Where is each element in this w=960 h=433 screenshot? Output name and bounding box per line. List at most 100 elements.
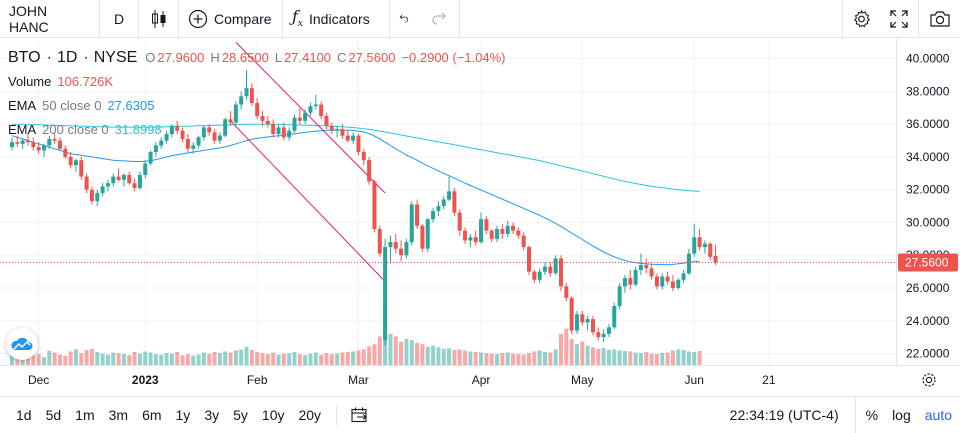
range-button-5d[interactable]: 5d bbox=[45, 407, 62, 423]
candle-body bbox=[441, 199, 446, 207]
candle bbox=[191, 142, 196, 154]
candle bbox=[596, 327, 601, 341]
axis-settings-icon-teeth bbox=[922, 373, 936, 387]
volume-bar bbox=[516, 354, 521, 365]
volume-bar bbox=[511, 353, 516, 365]
candle bbox=[644, 258, 649, 274]
volume-bar bbox=[324, 353, 329, 365]
fullscreen-button[interactable] bbox=[880, 0, 918, 38]
candle bbox=[537, 268, 542, 284]
volume-bar bbox=[127, 355, 132, 365]
clock[interactable]: 22:34:19 (UTC-4) bbox=[729, 407, 839, 423]
compare-button[interactable]: Compare bbox=[179, 0, 283, 38]
candle bbox=[692, 224, 697, 257]
candle-body bbox=[415, 204, 420, 226]
chart-legend: BTO · 1D · NYSE O 27.9600 H 28.6500 L 27… bbox=[8, 46, 507, 142]
trend-line[interactable] bbox=[235, 41, 386, 194]
last-price-label: 27.5600 bbox=[905, 255, 949, 269]
candle-body bbox=[335, 129, 340, 131]
candle bbox=[89, 186, 94, 205]
redo-button[interactable] bbox=[418, 0, 460, 38]
trend-line[interactable] bbox=[230, 120, 386, 282]
candle bbox=[606, 324, 611, 338]
range-button-5y[interactable]: 5y bbox=[233, 407, 248, 423]
ema200-line bbox=[12, 123, 700, 192]
candle-body bbox=[308, 106, 313, 113]
chart-svg[interactable]: 40.0000 38.0000 36.0000 34.0000 32.0000 30.00… bbox=[0, 39, 960, 395]
candle bbox=[249, 83, 254, 107]
candle-body bbox=[169, 125, 174, 135]
candle bbox=[388, 235, 393, 264]
settings-button[interactable] bbox=[842, 0, 880, 38]
compare-label: Compare bbox=[214, 10, 272, 27]
volume-bar bbox=[207, 353, 212, 365]
candle-body bbox=[409, 204, 414, 243]
symbol-search-button[interactable]: JOHN HANC bbox=[0, 0, 100, 38]
candle bbox=[617, 283, 622, 310]
auto-scale-toggle[interactable]: auto bbox=[924, 407, 952, 423]
ema-lines bbox=[11, 123, 700, 266]
range-button-3m[interactable]: 3m bbox=[108, 407, 129, 423]
date-range-button[interactable] bbox=[345, 407, 375, 423]
legend-close: 27.5600 bbox=[348, 50, 396, 65]
candle bbox=[527, 245, 532, 275]
candle bbox=[356, 134, 361, 156]
candle bbox=[574, 310, 579, 334]
candle-body bbox=[191, 145, 196, 149]
candle-body bbox=[265, 120, 270, 125]
candle-body bbox=[223, 119, 228, 136]
range-button-20y[interactable]: 20y bbox=[298, 407, 322, 423]
legend-low-label: L bbox=[274, 50, 283, 65]
legend-ema200-row: EMA 200 close 0 31.8998 bbox=[8, 118, 507, 142]
volume-bar bbox=[399, 341, 404, 365]
candle bbox=[143, 160, 148, 179]
candle bbox=[132, 178, 137, 192]
candle bbox=[281, 122, 286, 141]
volume-bar bbox=[36, 354, 41, 365]
price-tick-label: 26.0000 bbox=[906, 281, 950, 295]
candle bbox=[313, 94, 318, 110]
candle-body bbox=[276, 127, 281, 135]
legend-high: 28.6500 bbox=[221, 50, 269, 65]
indicators-button[interactable]: ƒx Indicators bbox=[283, 0, 390, 38]
volume-bar bbox=[148, 352, 153, 365]
redo-icon bbox=[431, 12, 446, 25]
volume-bar bbox=[57, 354, 62, 365]
candle-body bbox=[580, 314, 585, 323]
candle-body bbox=[20, 140, 25, 144]
axis-settings-icon[interactable] bbox=[922, 373, 936, 387]
undo-button[interactable] bbox=[390, 0, 418, 38]
candle-body bbox=[324, 115, 329, 126]
range-button-10y[interactable]: 10y bbox=[261, 407, 285, 423]
cloud-logo-icon bbox=[11, 337, 33, 350]
volume-bar bbox=[47, 350, 52, 365]
candle-body bbox=[686, 253, 691, 274]
candle-body bbox=[622, 278, 627, 287]
volume-bar bbox=[457, 349, 462, 365]
screenshot-button[interactable] bbox=[918, 0, 960, 38]
volume-bar bbox=[271, 352, 276, 365]
range-button-3y[interactable]: 3y bbox=[204, 407, 220, 423]
candle-body bbox=[564, 286, 569, 298]
volume-bar bbox=[431, 345, 436, 365]
volume-bar bbox=[574, 344, 579, 365]
percent-scale-toggle[interactable]: % bbox=[865, 407, 879, 423]
range-button-6m[interactable]: 6m bbox=[142, 407, 162, 423]
volume-bar bbox=[239, 349, 244, 365]
volume-bar bbox=[388, 333, 393, 365]
broker-logo-badge[interactable] bbox=[6, 328, 38, 360]
log-scale-toggle[interactable]: log bbox=[892, 407, 911, 423]
legend-volume-value: 106.726K bbox=[57, 74, 114, 89]
candle bbox=[84, 173, 89, 193]
range-button-1m[interactable]: 1m bbox=[75, 407, 95, 423]
volume-bar bbox=[73, 349, 78, 365]
interval-button[interactable]: D bbox=[100, 0, 139, 38]
candle bbox=[201, 125, 206, 141]
range-button-1d[interactable]: 1d bbox=[16, 407, 32, 423]
legend-ema50-row: EMA 50 close 0 27.6305 bbox=[8, 94, 507, 118]
candle-body bbox=[185, 138, 190, 149]
candle-body bbox=[153, 145, 158, 153]
range-button-1y[interactable]: 1y bbox=[175, 407, 191, 423]
chart-type-button[interactable] bbox=[139, 0, 179, 38]
chart-pane[interactable]: 40.0000 38.0000 36.0000 34.0000 32.0000 30.00… bbox=[0, 39, 960, 395]
